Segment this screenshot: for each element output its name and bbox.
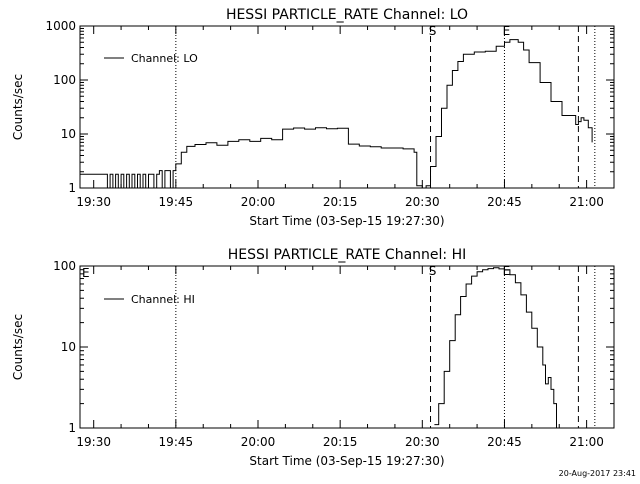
y-tick-label: 100 <box>53 73 76 87</box>
y-tick-label: 100 <box>53 259 76 273</box>
x-tick-label: 20:30 <box>405 195 440 209</box>
series-line <box>434 267 557 428</box>
legend-label: Channel: HI <box>131 293 195 306</box>
y-axis-label: Counts/sec <box>11 74 25 140</box>
marker-label: S <box>429 24 437 38</box>
panel-hi: HESSI PARTICLE_RATE Channel: HI Counts/se… <box>11 247 615 468</box>
plot-frame <box>79 25 615 189</box>
x-tick-label: 20:00 <box>241 195 276 209</box>
corner-label: E <box>82 266 90 280</box>
x-tick-label: 19:30 <box>76 195 111 209</box>
x-tick-label: 20:00 <box>241 435 276 449</box>
x-tick-label: 20:15 <box>323 435 358 449</box>
x-tick-label: 21:00 <box>569 195 604 209</box>
x-axis-label: Start Time (03-Sep-15 19:27:30) <box>249 214 444 228</box>
marker-label: S <box>429 264 437 278</box>
y-axis-label: Counts/sec <box>11 314 25 380</box>
chart-title: HESSI PARTICLE_RATE Channel: HI <box>228 247 466 263</box>
x-axis-label: Start Time (03-Sep-15 19:27:30) <box>249 454 444 468</box>
x-tick-label: 20:30 <box>405 435 440 449</box>
plot-frame <box>79 265 615 429</box>
x-tick-label: 20:15 <box>323 195 358 209</box>
chart-title: HESSI PARTICLE_RATE Channel: LO <box>226 7 468 23</box>
footer-timestamp: 20-Aug-2017 23:41 <box>559 469 636 478</box>
marker-label: E <box>503 24 511 38</box>
y-tick-label: 10 <box>61 340 76 354</box>
marker-label: E <box>503 264 511 278</box>
series-line <box>80 39 593 189</box>
y-tick-label: 10 <box>61 127 76 141</box>
y-tick-label: 1 <box>68 421 76 435</box>
x-tick-label: 20:45 <box>487 435 522 449</box>
x-tick-label: 19:30 <box>76 435 111 449</box>
x-tick-label: 19:45 <box>159 435 194 449</box>
y-tick-label: 1000 <box>45 19 76 33</box>
y-tick-label: 1 <box>68 181 76 195</box>
x-tick-label: 19:45 <box>159 195 194 209</box>
x-tick-label: 20:45 <box>487 195 522 209</box>
legend-label: Channel: LO <box>131 52 198 65</box>
panel-lo: HESSI PARTICLE_RATE Channel: LO Counts/se… <box>11 7 615 228</box>
x-tick-label: 21:00 <box>569 435 604 449</box>
